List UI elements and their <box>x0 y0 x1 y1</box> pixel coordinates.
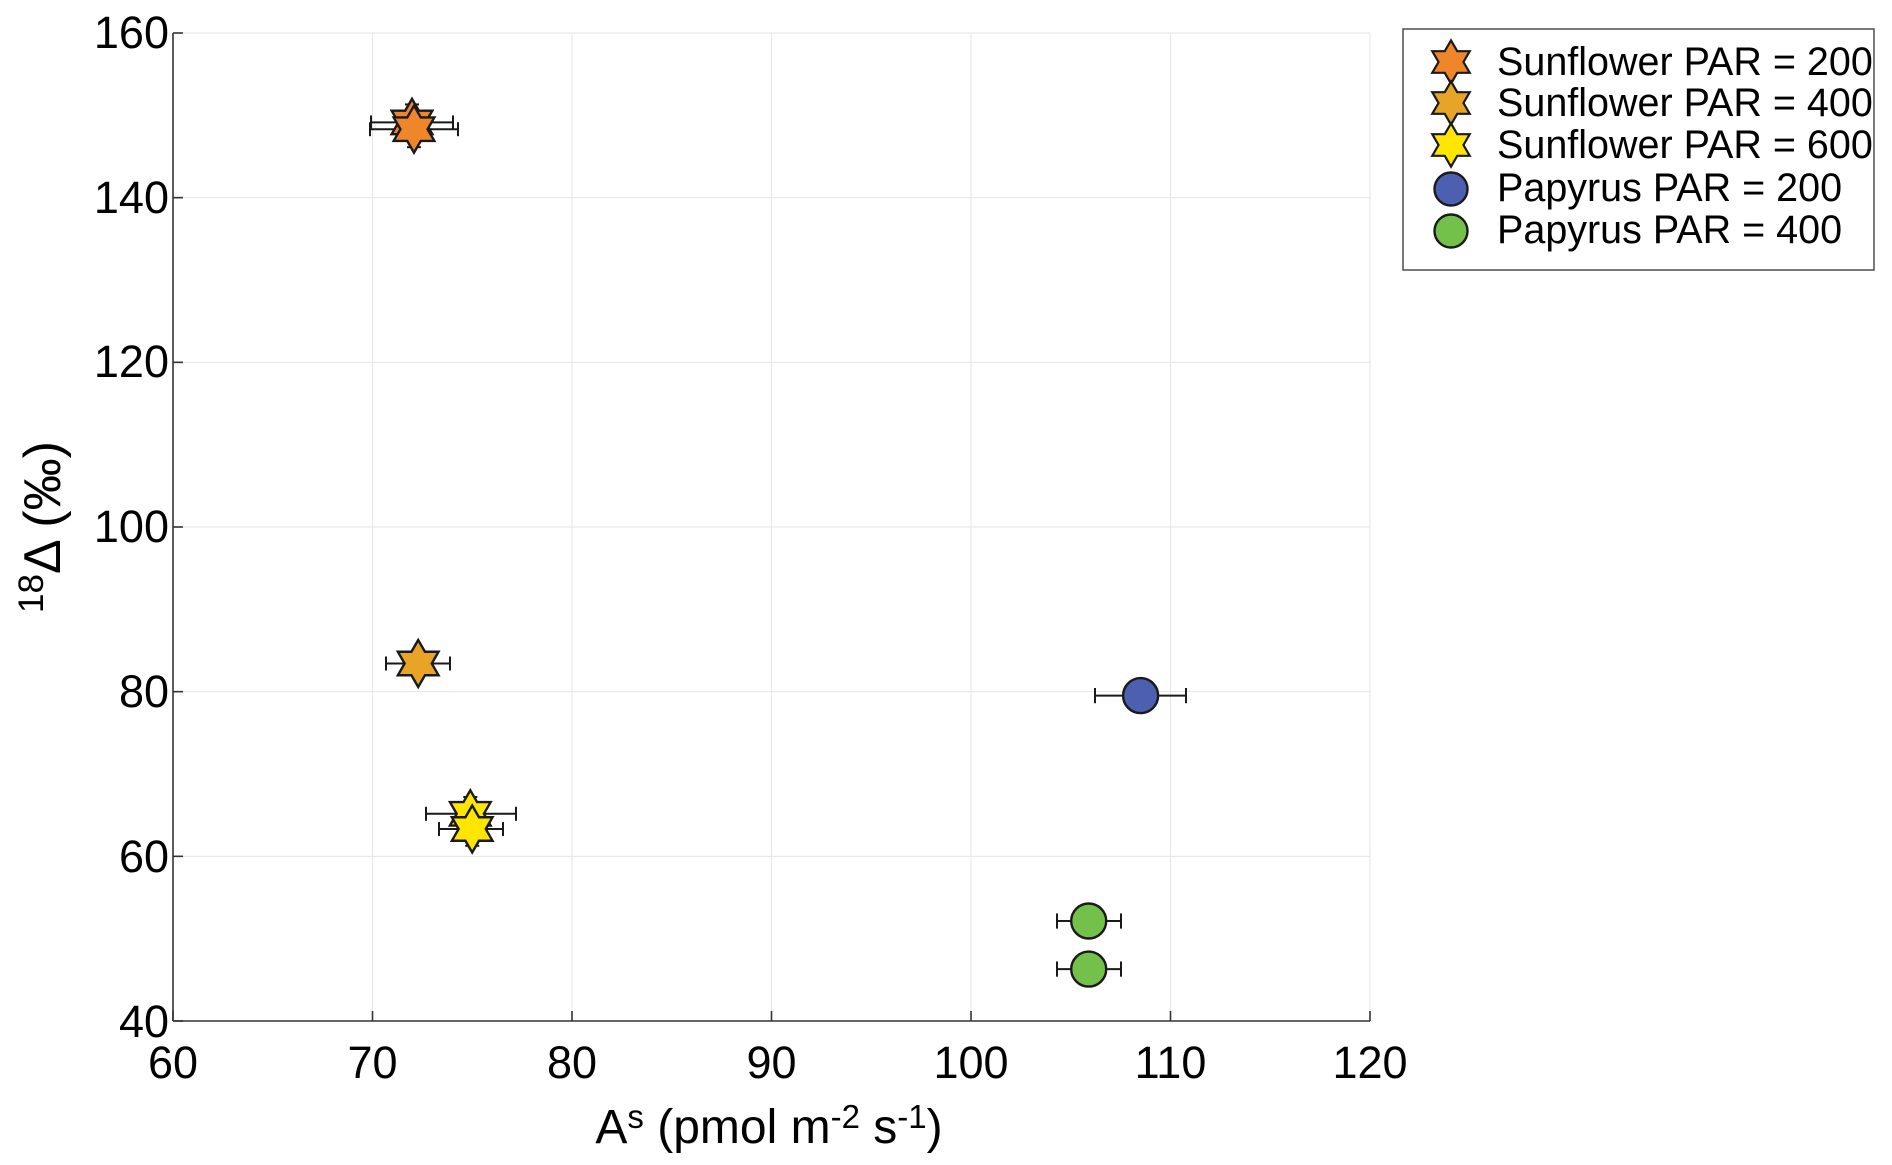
svg-text:100: 100 <box>94 501 169 552</box>
svg-text:Sunflower PAR = 200: Sunflower PAR = 200 <box>1497 40 1873 84</box>
svg-text:As (pmol m-2 s-1): As (pmol m-2 s-1) <box>595 1098 942 1154</box>
svg-text:80: 80 <box>119 666 169 717</box>
svg-text:Sunflower PAR = 400: Sunflower PAR = 400 <box>1497 81 1873 125</box>
svg-text:60: 60 <box>119 831 169 882</box>
svg-text:Papyrus PAR = 200: Papyrus PAR = 200 <box>1497 166 1842 210</box>
svg-text:Sunflower PAR = 600: Sunflower PAR = 600 <box>1497 123 1873 167</box>
svg-text:90: 90 <box>746 1037 796 1088</box>
svg-text:140: 140 <box>94 172 169 223</box>
svg-text:110: 110 <box>1135 1037 1207 1088</box>
svg-text:160: 160 <box>94 7 169 58</box>
svg-text:80: 80 <box>547 1037 597 1088</box>
svg-text:Papyrus PAR = 400: Papyrus PAR = 400 <box>1497 208 1842 252</box>
svg-text:70: 70 <box>347 1037 397 1088</box>
svg-text:100: 100 <box>933 1037 1008 1088</box>
svg-text:40: 40 <box>119 996 169 1047</box>
svg-text:120: 120 <box>1332 1037 1407 1088</box>
svg-text:120: 120 <box>94 336 169 387</box>
